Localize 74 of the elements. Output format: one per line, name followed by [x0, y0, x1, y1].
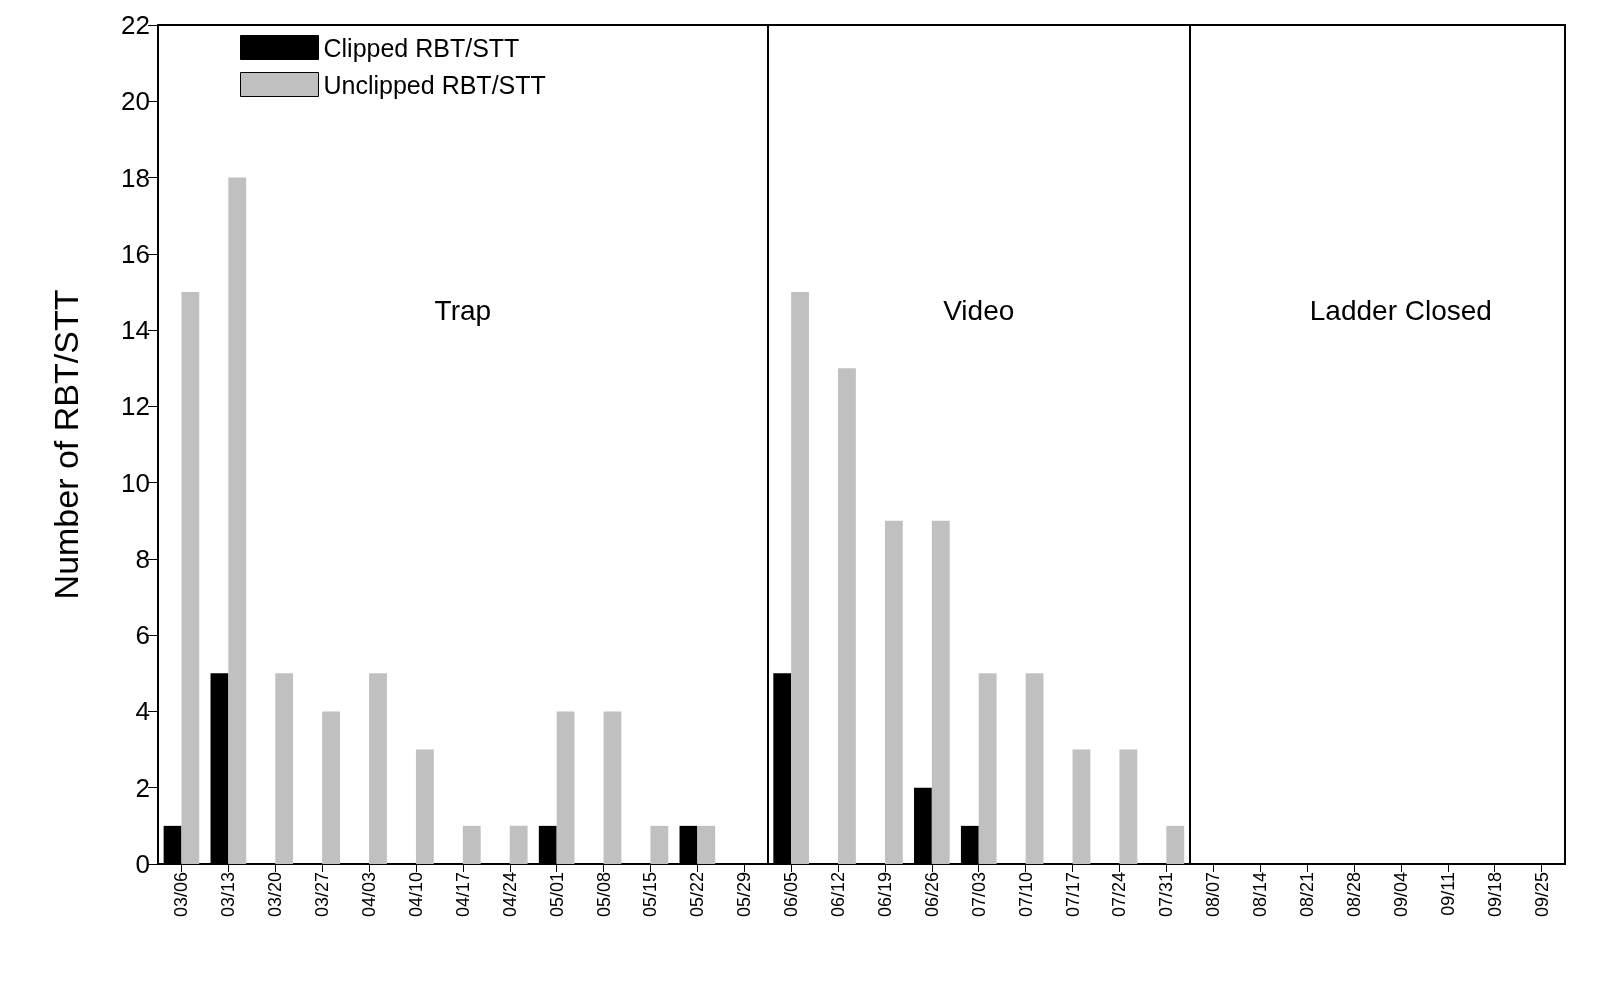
- bar: [679, 825, 698, 864]
- bar: [322, 711, 340, 864]
- x-tick-label: 08/14: [1250, 872, 1271, 918]
- bar: [275, 673, 294, 864]
- bar: [884, 520, 903, 864]
- y-axis-title: Number of RBT/STT: [47, 289, 85, 600]
- y-tick-label: 0: [135, 849, 150, 879]
- x-tick-label: 09/11: [1437, 872, 1458, 916]
- x-tick-label: 06/12: [828, 872, 849, 918]
- bar: [603, 711, 622, 864]
- x-tick-label: 08/07: [1203, 872, 1224, 918]
- bar: [931, 520, 950, 864]
- y-tick-label: 16: [121, 238, 150, 269]
- legend-label: Unclipped RBT/STT: [323, 70, 546, 99]
- x-tick-label: 07/17: [1062, 872, 1083, 918]
- bar: [369, 673, 387, 864]
- x-tick-label: 03/27: [312, 872, 333, 918]
- x-tick-label: 06/26: [921, 872, 942, 918]
- legend-label: Clipped RBT/STT: [323, 33, 520, 62]
- x-tick-label: 09/25: [1531, 872, 1552, 918]
- bar: [1025, 673, 1044, 864]
- x-tick-label: 05/01: [546, 872, 567, 918]
- annotation: Video: [943, 294, 1015, 326]
- x-tick-label: 05/22: [687, 872, 708, 918]
- bar: [462, 825, 481, 864]
- bar: [163, 825, 182, 864]
- y-tick-label: 12: [121, 391, 150, 422]
- bar: [838, 368, 856, 864]
- x-tick-label: 03/13: [218, 872, 239, 918]
- bar: [228, 177, 247, 864]
- bar: [181, 291, 200, 864]
- bar: [914, 787, 932, 864]
- x-tick-label: 04/24: [499, 872, 520, 918]
- y-tick-label: 22: [121, 10, 150, 40]
- x-tick-label: 05/08: [593, 872, 614, 918]
- annotation: Ladder Closed: [1309, 294, 1492, 326]
- x-tick-label: 03/06: [171, 872, 192, 918]
- bar: [509, 825, 528, 864]
- x-tick-label: 05/15: [640, 872, 661, 918]
- x-tick-label: 03/20: [265, 872, 286, 918]
- x-tick-label: 04/10: [405, 872, 426, 918]
- x-tick-label: 07/24: [1109, 872, 1130, 918]
- x-tick-label: 08/21: [1297, 872, 1318, 918]
- bar: [1072, 749, 1091, 864]
- y-tick-label: 14: [121, 315, 150, 346]
- x-tick-label: 09/18: [1484, 872, 1505, 918]
- x-tick-label: 06/19: [874, 872, 895, 918]
- y-tick-label: 8: [135, 543, 150, 574]
- bar: [415, 749, 434, 864]
- bar: [978, 673, 997, 864]
- x-tick-label: 04/17: [452, 872, 473, 918]
- y-tick-label: 4: [135, 696, 150, 727]
- y-tick-label: 6: [135, 620, 150, 651]
- y-tick-label: 18: [121, 162, 150, 193]
- x-tick-label: 08/28: [1343, 872, 1364, 918]
- bar: [697, 825, 716, 864]
- bar: [1166, 825, 1185, 864]
- bar: [791, 291, 809, 864]
- bar: [1119, 749, 1138, 864]
- annotation: Trap: [434, 294, 492, 326]
- x-tick-label: 05/29: [734, 872, 755, 918]
- bar: [773, 673, 792, 864]
- bar: [650, 825, 669, 864]
- x-tick-label: 06/05: [781, 872, 802, 918]
- y-tick-label: 2: [135, 772, 150, 803]
- x-tick-label: 07/03: [968, 872, 989, 918]
- bar: [556, 711, 575, 864]
- x-tick-label: 09/04: [1390, 872, 1411, 918]
- y-tick-label: 10: [121, 467, 150, 498]
- bar: [210, 673, 229, 864]
- y-tick-label: 20: [121, 86, 150, 117]
- x-tick-label: 04/03: [359, 872, 380, 918]
- x-tick-label: 07/10: [1015, 872, 1036, 918]
- x-tick-label: 07/31: [1156, 872, 1177, 918]
